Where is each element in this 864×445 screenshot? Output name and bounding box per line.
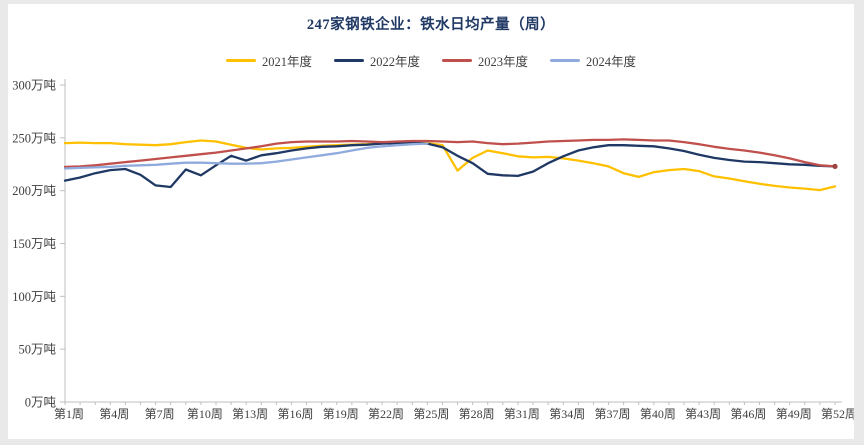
x-tick-label: 第1周 — [54, 407, 84, 421]
x-tick-label: 第34周 — [549, 407, 585, 421]
series-2022-line — [63, 141, 837, 189]
x-tick-label: 第31周 — [504, 407, 540, 421]
legend-label-2021: 2021年度 — [261, 55, 312, 69]
x-tick-label: 第22周 — [368, 407, 404, 421]
y-tick-label: 300万吨 — [12, 79, 56, 93]
x-tick-label: 第49周 — [776, 407, 812, 421]
chart-card: 247家钢铁企业：铁水日均产量（周） 2021年度 2022年度 2023年度 … — [8, 4, 854, 439]
legend-item-2022: 2022年度 — [333, 51, 420, 70]
y-axis-labels: 0万吨 50万吨 100万吨 150万吨 200万吨 250万吨 300万吨 — [12, 79, 65, 410]
y-tick-label: 50万吨 — [18, 343, 56, 357]
series-2023-end-marker — [832, 163, 838, 169]
x-tick-label: 第13周 — [232, 407, 268, 421]
x-tick-label: 第10周 — [187, 407, 223, 421]
legend-label-2024: 2024年度 — [586, 55, 637, 69]
y-tick-label: 200万吨 — [12, 184, 56, 198]
legend-line-swatch-2024 — [550, 59, 581, 62]
chart-title: 247家钢铁企业：铁水日均产量（周） — [306, 17, 556, 33]
x-tick-label: 第25周 — [413, 407, 449, 421]
y-tick-label: 100万吨 — [12, 290, 56, 304]
y-tick-label: 150万吨 — [12, 237, 56, 251]
legend-line-swatch-2022 — [333, 59, 364, 62]
x-tick-label: 第16周 — [277, 407, 313, 421]
x-tick-label: 第7周 — [145, 407, 175, 421]
x-tick-label: 第52周 — [821, 407, 854, 421]
legend-item-2024: 2024年度 — [550, 51, 636, 70]
x-axis-labels: 第1周 第4周 第7周 第10周 第13周 第16周 第19周 第22周 第25周 第28周 第31… — [54, 402, 854, 421]
legend-line-swatch-2023 — [442, 59, 472, 62]
x-tick-label: 第40周 — [640, 407, 676, 421]
x-tick-label: 第19周 — [323, 407, 359, 421]
x-tick-label: 第37周 — [595, 407, 631, 421]
y-tick-label: 250万吨 — [12, 131, 56, 145]
x-tick-label: 第43周 — [685, 407, 721, 421]
legend: 2021年度 2022年度 2023年度 2024年度 — [8, 51, 854, 70]
y-tick-label: 0万吨 — [25, 396, 57, 410]
x-tick-label: 第28周 — [459, 407, 495, 421]
legend-line-swatch-2021 — [225, 59, 256, 62]
x-tick-label: 第4周 — [99, 407, 129, 421]
legend-item-2023: 2023年度 — [442, 51, 528, 70]
series-2023-line — [63, 138, 837, 169]
legend-label-2022: 2022年度 — [369, 55, 420, 69]
legend-label-2023: 2023年度 — [478, 55, 529, 69]
series-2021-line — [63, 139, 837, 192]
legend-item-2021: 2021年度 — [225, 51, 312, 70]
x-tick-label: 第46周 — [730, 407, 766, 421]
series-2024-line — [63, 142, 429, 170]
